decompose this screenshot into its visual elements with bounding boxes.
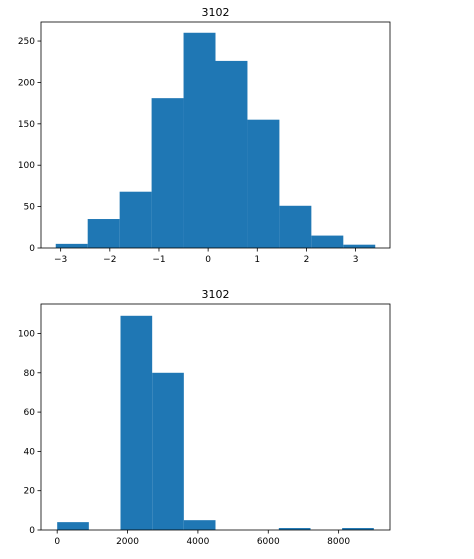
y-tick-label: 100 xyxy=(18,161,35,171)
histogram-bar xyxy=(279,205,312,248)
histogram-bar xyxy=(278,528,311,530)
x-tick-label: −2 xyxy=(103,255,116,265)
histogram-1: 3102 −3 −2 −1 0 1 2 3 0 50 100 150 200 250 xyxy=(18,6,391,265)
y-tick-label: 50 xyxy=(24,203,36,213)
axes-frame xyxy=(40,21,391,249)
y-tick-label: 20 xyxy=(24,487,36,497)
y-tick-label: 0 xyxy=(29,244,35,254)
y-tick-label: 60 xyxy=(24,408,36,418)
histogram-bar xyxy=(55,243,88,248)
y-tick-label: 100 xyxy=(18,329,35,339)
histogram-bar xyxy=(120,315,153,530)
x-tick-label: 0 xyxy=(205,255,211,265)
histogram-bar xyxy=(215,60,248,249)
x-tick-label: 6000 xyxy=(257,537,280,547)
y-tick-label: 150 xyxy=(18,120,35,130)
histogram-bar xyxy=(152,372,184,530)
x-tick-label: 4000 xyxy=(186,537,209,547)
y-tick-label: 250 xyxy=(18,37,35,47)
x-tick-label: 0 xyxy=(54,537,60,547)
histogram-bar xyxy=(119,191,152,248)
axes-frame xyxy=(40,303,391,531)
x-tick-label: 2000 xyxy=(116,537,139,547)
x-tick-label: −1 xyxy=(152,255,165,265)
histogram-2: 3102 0 2000 4000 6000 8000 0 20 40 60 80 100 xyxy=(18,288,391,547)
x-tick-label: 3 xyxy=(353,255,359,265)
histogram-bar xyxy=(247,119,280,248)
chart-title: 3102 xyxy=(202,288,230,301)
x-tick-label: −3 xyxy=(54,255,67,265)
histogram-bar xyxy=(151,98,184,249)
histogram-bar xyxy=(87,219,120,248)
histogram-bar xyxy=(343,244,376,248)
chart-title: 3102 xyxy=(202,6,230,19)
y-tick-label: 80 xyxy=(24,369,36,379)
y-tick-label: 200 xyxy=(18,78,35,88)
histogram-bar xyxy=(311,235,344,248)
x-tick-label: 1 xyxy=(254,255,260,265)
histogram-bar xyxy=(183,32,216,249)
histogram-bar xyxy=(342,528,374,530)
y-tick-label: 0 xyxy=(29,526,35,536)
y-tick-label: 40 xyxy=(24,447,36,457)
histogram-bar xyxy=(183,520,216,530)
x-tick-label: 2 xyxy=(304,255,310,265)
histogram-bar xyxy=(57,522,89,530)
x-tick-label: 8000 xyxy=(327,537,350,547)
